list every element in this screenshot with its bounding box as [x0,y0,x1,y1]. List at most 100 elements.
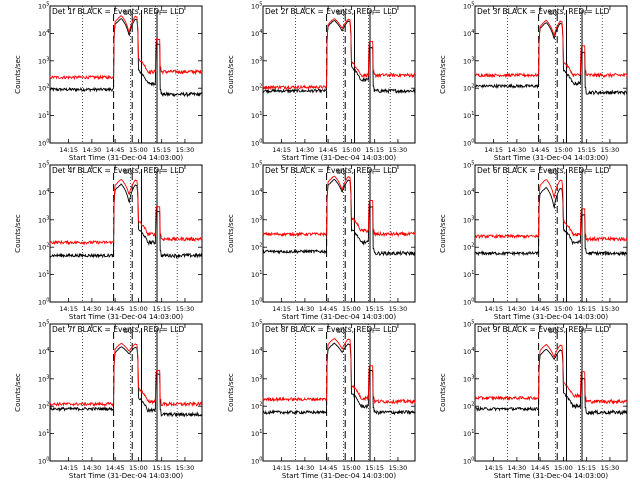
flag-label: SO [124,9,133,17]
y-tick-label: 104 [38,347,49,356]
y-tick-label: 103 [38,56,49,65]
y-tick-exponent: 4 [259,188,262,194]
flag-label: F [159,327,163,335]
x-tick-label: 14:45 [106,146,125,154]
y-tick-exponent: 3 [471,374,474,380]
y-tick-exponent: 3 [46,56,49,62]
flag-label: SO [124,327,133,335]
y-tick-exponent: 3 [46,215,49,221]
y-tick-exponent: 1 [259,270,262,276]
plot-frame [262,323,416,462]
x-tick-label: 14:45 [319,464,338,472]
x-tick-label: 15:15 [152,464,171,472]
x-tick-label: 15:00 [129,305,148,313]
y-tick-label: 104 [38,29,49,38]
y-tick-exponent: 4 [471,29,474,35]
y-axis-label: Counts/sec [439,214,447,253]
y-tick-exponent: 1 [46,111,49,117]
x-tick-label: 15:30 [601,464,620,472]
series-line-lld [49,342,203,408]
x-tick-label: 15:00 [129,146,148,154]
y-tick-label: 102 [463,84,474,93]
y-tick-exponent: 5 [471,161,474,167]
y-tick-exponent: 5 [471,320,474,326]
y-tick-label: 105 [38,2,49,11]
x-tick-label: 15:30 [176,464,195,472]
y-tick-exponent: 3 [259,56,262,62]
series-line-lld [262,175,416,238]
y-tick-label: 104 [251,347,262,356]
series-line-events [474,348,628,416]
y-tick-exponent: 4 [259,347,262,353]
y-tick-label: 103 [463,56,474,65]
y-tick-label: 100 [463,139,474,148]
y-tick-label: 105 [251,320,262,329]
y-tick-exponent: 5 [259,2,262,8]
y-axis-label: Counts/sec [227,373,235,412]
y-tick-label: 102 [38,84,49,93]
y-tick-label: 101 [38,429,49,438]
y-axis-label: Counts/sec [439,55,447,94]
y-tick-exponent: 4 [471,347,474,353]
y-tick-exponent: 2 [46,84,49,90]
y-tick-exponent: 0 [471,298,474,304]
x-tick-label: 14:15 [484,305,503,313]
y-tick-label: 103 [463,374,474,383]
y-tick-label: 101 [463,429,474,438]
series-line-events [49,346,203,418]
x-tick-label: 14:30 [296,146,315,154]
y-tick-exponent: 0 [46,139,49,145]
y-tick-label: 102 [463,402,474,411]
chart-panel-9: Det 9f BLACK = Events, RED = LLD10010110… [439,320,628,480]
flag-label: F [159,168,163,176]
y-tick-exponent: 5 [46,320,49,326]
flag-label: SO [549,327,558,335]
series-line-lld [474,343,628,405]
series-line-events [262,342,416,416]
series-line-events [49,18,203,98]
chart-title: Det 6f BLACK = Events, RED = LLD [477,166,610,175]
x-tick-label: 15:30 [601,146,620,154]
x-tick-label: 14:30 [83,146,102,154]
x-tick-label: 15:00 [554,146,573,154]
chart-title: Det 7f BLACK = Events, RED = LLD [52,325,185,334]
y-tick-exponent: 0 [471,457,474,463]
x-tick-label: 15:00 [342,464,361,472]
x-tick-label: 14:45 [531,146,550,154]
x-tick-label: 15:15 [152,146,171,154]
y-tick-label: 104 [463,347,474,356]
y-tick-label: 101 [463,270,474,279]
flag-label: SO [337,327,346,335]
x-tick-label: 14:30 [508,146,527,154]
y-tick-exponent: 2 [259,84,262,90]
y-tick-exponent: 0 [259,457,262,463]
chart-panel-7: Det 7f BLACK = Events, RED = LLD10010110… [14,320,203,480]
x-tick-label: 15:00 [129,464,148,472]
y-tick-exponent: 1 [471,111,474,117]
chart-panel-4: Det 4f BLACK = Events, RED = LLD10010110… [14,161,203,321]
y-tick-label: 100 [251,139,262,148]
flag-label: SO [549,9,558,17]
x-tick-label: 14:30 [508,464,527,472]
x-axis-label: Start Time (31-Dec-04 14:03:00) [494,154,608,162]
y-tick-exponent: 1 [46,270,49,276]
plot-frame [49,323,203,462]
x-tick-label: 14:30 [83,464,102,472]
x-tick-label: 15:30 [389,464,408,472]
y-axis-label: Counts/sec [227,214,235,253]
x-tick-label: 15:15 [365,464,384,472]
x-axis-label: Start Time (31-Dec-04 14:03:00) [69,154,183,162]
y-tick-label: 103 [251,215,262,224]
y-tick-label: 101 [251,270,262,279]
y-tick-label: 102 [38,243,49,252]
x-tick-label: 14:30 [508,305,527,313]
plot-frame [474,164,628,303]
chart-title: Det 1f BLACK = Events, RED = LLD [52,7,185,16]
y-axis-label: Counts/sec [14,214,22,253]
chart-title: Det 2f BLACK = Events, RED = LLD [265,7,398,16]
y-tick-label: 102 [38,402,49,411]
series-line-lld [49,178,203,246]
y-axis-label: Counts/sec [14,373,22,412]
y-tick-label: 105 [251,2,262,11]
x-tick-label: 14:45 [106,464,125,472]
